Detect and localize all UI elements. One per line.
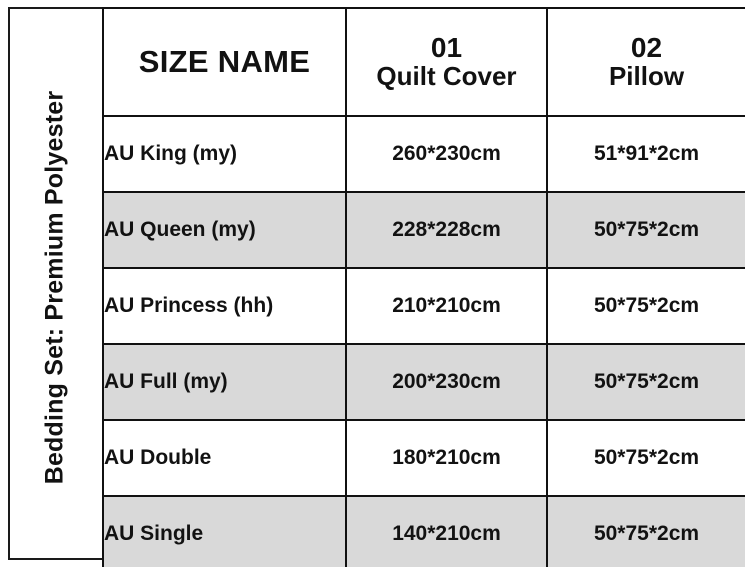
table-row: AU Queen (my) 228*228cm 50*75*2cm bbox=[102, 191, 745, 269]
table-header: SIZE NAME 01 Quilt Cover 02 Pillow bbox=[102, 7, 745, 117]
cell-quilt-cover-size: 140*210cm bbox=[345, 495, 548, 567]
cell-size-name: AU King (my) bbox=[102, 115, 347, 193]
header-cell-quilt-cover: 01 Quilt Cover bbox=[345, 7, 548, 117]
header-label-pillow: Pillow bbox=[608, 61, 685, 92]
header-number-01: 01 bbox=[430, 31, 463, 63]
cell-quilt-cover-size: 228*228cm bbox=[345, 191, 548, 269]
product-category-label: Bedding Set: Premium Polyester bbox=[40, 90, 69, 484]
cell-size-name: AU Princess (hh) bbox=[102, 267, 347, 345]
header-label-quilt-cover: Quilt Cover bbox=[376, 61, 517, 92]
table-row: AU Single 140*210cm 50*75*2cm bbox=[102, 495, 745, 567]
header-cell-pillow: 02 Pillow bbox=[546, 7, 745, 117]
header-number-02: 02 bbox=[630, 31, 663, 63]
size-table: SIZE NAME 01 Quilt Cover 02 Pillow AU Ki… bbox=[102, 7, 745, 567]
cell-quilt-cover-size: 210*210cm bbox=[345, 267, 548, 345]
table-body: AU King (my) 260*230cm 51*91*2cm AU Queen (… bbox=[102, 115, 745, 567]
table-row: AU Double 180*210cm 50*75*2cm bbox=[102, 419, 745, 497]
cell-pillow-size: 51*91*2cm bbox=[546, 115, 745, 193]
vertical-label-column: Bedding Set: Premium Polyester bbox=[8, 7, 102, 567]
cell-pillow-size: 50*75*2cm bbox=[546, 191, 745, 269]
table-row: AU Princess (hh) 210*210cm 50*75*2cm bbox=[102, 267, 745, 345]
header-label-size-name: SIZE NAME bbox=[138, 44, 311, 79]
cell-pillow-size: 50*75*2cm bbox=[546, 419, 745, 497]
cell-size-name: AU Double bbox=[102, 419, 347, 497]
cell-quilt-cover-size: 180*210cm bbox=[345, 419, 548, 497]
table-row: AU King (my) 260*230cm 51*91*2cm bbox=[102, 115, 745, 193]
size-table-container: SIZE NAME 01 Quilt Cover 02 Pillow AU Ki… bbox=[102, 7, 745, 567]
cell-quilt-cover-size: 260*230cm bbox=[345, 115, 548, 193]
table-row: AU Full (my) 200*230cm 50*75*2cm bbox=[102, 343, 745, 421]
cell-pillow-size: 50*75*2cm bbox=[546, 495, 745, 567]
cell-size-name: AU Single bbox=[102, 495, 347, 567]
cell-quilt-cover-size: 200*230cm bbox=[345, 343, 548, 421]
header-cell-size-name: SIZE NAME bbox=[102, 7, 347, 117]
header-row: SIZE NAME 01 Quilt Cover 02 Pillow bbox=[102, 7, 745, 117]
cell-size-name: AU Queen (my) bbox=[102, 191, 347, 269]
cell-size-name: AU Full (my) bbox=[102, 343, 347, 421]
cell-pillow-size: 50*75*2cm bbox=[546, 267, 745, 345]
cell-pillow-size: 50*75*2cm bbox=[546, 343, 745, 421]
